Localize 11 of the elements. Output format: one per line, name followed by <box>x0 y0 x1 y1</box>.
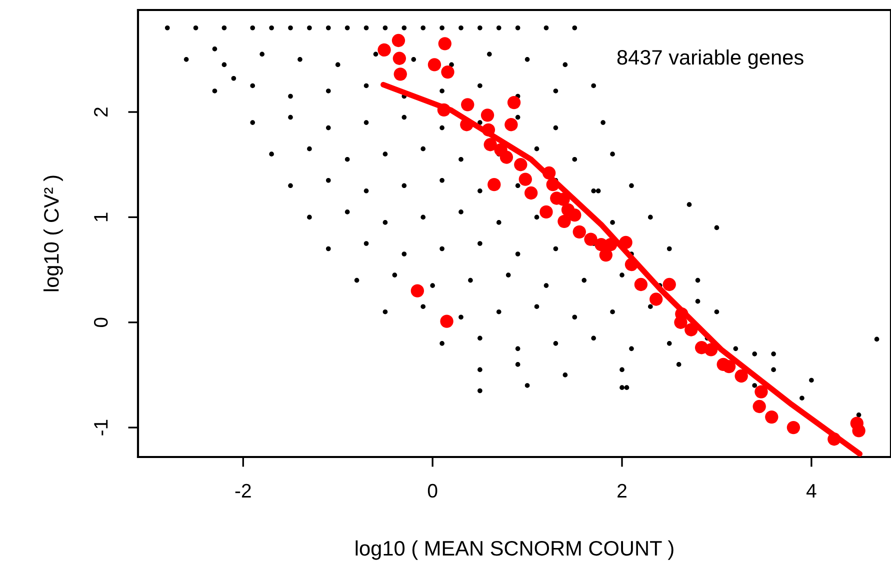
annotation: 8437 variable genes <box>617 49 804 69</box>
x-tick-label: 0 <box>428 484 438 498</box>
y-axis-title: log10 ( CV² ) <box>44 176 63 292</box>
y-tick-label: 0 <box>94 318 108 328</box>
y-tick-label: -1 <box>94 420 108 436</box>
x-tick-label: 4 <box>806 484 816 498</box>
y-tick-label: 1 <box>94 212 108 222</box>
x-tick-label: 2 <box>618 484 626 498</box>
x-axis-title: log10 ( MEAN SCNORM COUNT ) <box>356 540 674 560</box>
x-tick-label: -2 <box>235 484 251 498</box>
y-tick-label: 2 <box>94 108 108 116</box>
